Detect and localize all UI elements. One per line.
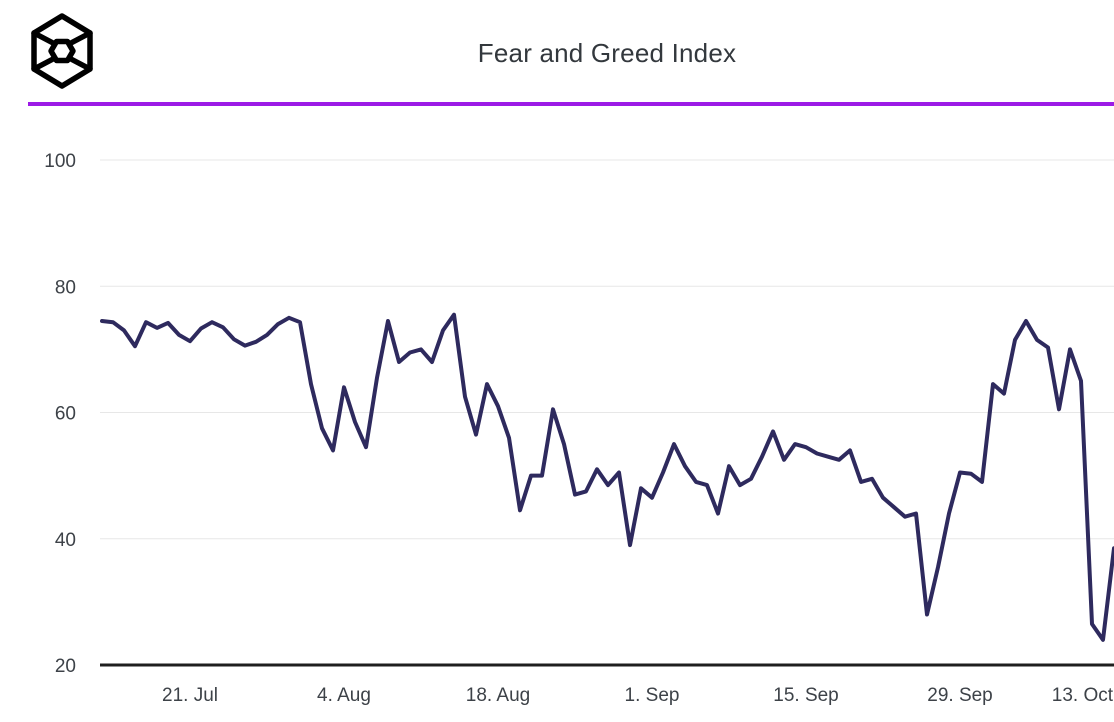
header-divider <box>28 102 1114 106</box>
x-axis-tick-label: 15. Sep <box>773 685 839 706</box>
y-axis-tick-label: 20 <box>55 656 76 677</box>
x-axis-tick-label: 4. Aug <box>317 685 371 706</box>
y-axis-tick-label: 40 <box>55 530 76 551</box>
x-axis-tick-label: 13. Oct <box>1052 685 1114 706</box>
x-axis-tick-label: 21. Jul <box>162 685 218 706</box>
y-axis-tick-label: 60 <box>55 404 76 425</box>
fear-greed-series-line <box>100 312 1114 642</box>
hexagon-cube-icon <box>31 13 93 89</box>
y-axis-tick-label: 100 <box>44 151 76 172</box>
x-axis-tick-label: 1. Sep <box>625 685 680 706</box>
y-axis-tick-label: 80 <box>55 277 76 298</box>
chart-title: Fear and Greed Index <box>477 38 737 68</box>
brand-logo <box>28 11 96 91</box>
x-axis-tick-label: 29. Sep <box>927 685 993 706</box>
x-axis-tick-label: 18. Aug <box>466 685 530 706</box>
